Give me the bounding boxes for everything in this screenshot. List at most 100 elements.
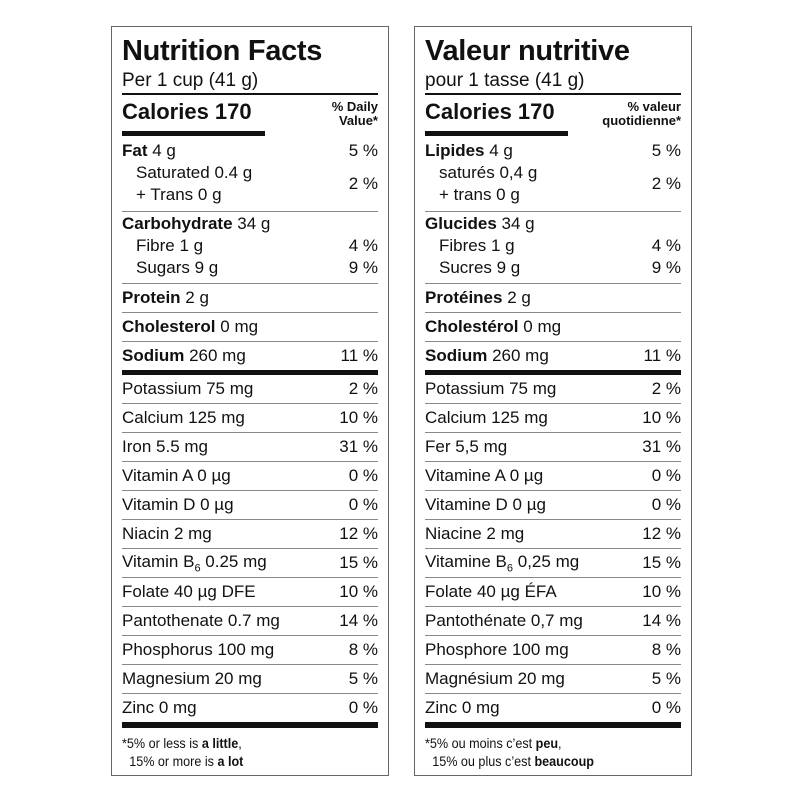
- nutrient-dv: 8 %: [348, 640, 378, 659]
- nutrient-dv: 2 %: [651, 379, 681, 398]
- fat-amount: 4 g: [489, 141, 513, 160]
- fat-label: Fat: [122, 141, 148, 160]
- nutrient-name: Vitamine A 0 µg: [425, 466, 544, 485]
- nutrient-row: Niacine 2 mg 12 %: [425, 520, 681, 549]
- footnote-text: 15% ou plus c’est: [432, 753, 535, 769]
- nutrient-subscript: 6: [194, 562, 201, 575]
- protein-row: Protein 2 g: [122, 284, 378, 313]
- nutrient-name: Vitamine D 0 µg: [425, 495, 546, 514]
- nutrient-row: Phosphorus 100 mg 8 %: [122, 636, 378, 665]
- sodium-label: Sodium: [122, 346, 185, 365]
- sodium-amount: 260 mg: [189, 346, 246, 365]
- fat-group: Lipides 4 g 5 % saturés 0,4 g + trans 0 g 2…: [425, 136, 681, 212]
- cholesterol-amount: 0 mg: [220, 317, 259, 336]
- sugars-dv: 9 %: [651, 258, 681, 277]
- sugars-dv: 9 %: [348, 258, 378, 277]
- nutrient-row: Vitamine B6 0,25 mg 15 %: [425, 549, 681, 578]
- daily-value-header-line: Value*: [338, 113, 378, 128]
- footnote-emphasis: a lot: [217, 753, 244, 769]
- nutrient-name: Vitamine B: [425, 551, 507, 571]
- fat-dv: 5 %: [348, 141, 378, 160]
- nutrient-name: Folate 40 µg ÉFA: [425, 582, 557, 601]
- thick-divider: [425, 722, 681, 728]
- protein-amount: 2 g: [507, 288, 531, 307]
- fat-row: Fat 4 g 5 %: [122, 140, 378, 162]
- nutrient-row: Calcium 125 mg 10 %: [122, 404, 378, 433]
- fibre-dv: 4 %: [348, 236, 378, 255]
- daily-value-header-line: % valeur: [627, 99, 681, 114]
- sugars-label: Sucres 9 g: [439, 258, 521, 277]
- carbohydrate-row: Carbohydrate 34 g: [122, 213, 378, 235]
- fibre-row: Fibre 1 g 4 %: [122, 235, 378, 257]
- footnote-text: *5% or less is: [122, 735, 202, 751]
- footnote-text: ,: [558, 735, 562, 751]
- nutrient-name: Vitamin D 0 µg: [122, 495, 234, 514]
- panel-title: Nutrition Facts: [122, 35, 323, 67]
- sodium-row: Sodium 260 mg 11 %: [425, 342, 681, 370]
- nutrient-amount: 0,25 mg: [513, 551, 580, 571]
- sodium-dv: 11 %: [643, 346, 682, 365]
- nutrient-name: Phosphore 100 mg: [425, 640, 569, 659]
- nutrient-dv: 5 %: [348, 669, 378, 688]
- nutrient-dv: 14 %: [339, 611, 378, 630]
- nutrient-dv: 0 %: [651, 698, 681, 717]
- nutrient-name: Zinc 0 mg: [425, 698, 500, 717]
- daily-value-header: % Daily Value*: [332, 100, 378, 128]
- nutrient-row: Folate 40 µg DFE 10 %: [122, 578, 378, 607]
- sugars-label: Sugars 9 g: [136, 258, 219, 277]
- nutrient-name: Zinc 0 mg: [122, 698, 197, 717]
- fibre-dv: 4 %: [651, 236, 681, 255]
- nutrient-dv: 15 %: [339, 553, 378, 572]
- daily-value-header-line: % Daily: [331, 99, 378, 114]
- nutrient-row: Vitamin A 0 µg 0 %: [122, 462, 378, 491]
- daily-value-header-line: quotidienne*: [602, 113, 681, 128]
- sodium-dv: 11 %: [340, 346, 379, 365]
- footnote-emphasis: peu: [535, 735, 559, 751]
- fat-dv: 5 %: [651, 141, 681, 160]
- nutrient-subscript: 6: [506, 562, 514, 575]
- nutrient-dv: 0 %: [348, 495, 378, 514]
- nutrient-name: Pantothenate 0.7 mg: [122, 611, 280, 630]
- carbohydrate-group: Glucides 34 g Fibres 1 g 4 % Sucres 9 g 9 …: [425, 212, 681, 284]
- fibre-label: Fibres 1 g: [439, 236, 515, 255]
- fat-row: Lipides 4 g 5 %: [425, 140, 681, 162]
- nutrient-dv: 31 %: [339, 437, 378, 456]
- nutrient-dv: 10 %: [339, 408, 378, 427]
- carbohydrate-group: Carbohydrate 34 g Fibre 1 g 4 % Sugars 9 …: [122, 212, 378, 284]
- footnote-text: *5% ou moins c’est: [425, 735, 536, 751]
- nutrient-row: Magnésium 20 mg 5 %: [425, 665, 681, 694]
- thick-divider: [425, 370, 681, 375]
- nutrient-dv: 10 %: [339, 582, 378, 601]
- thick-divider: [122, 370, 378, 375]
- nutrient-row: Fer 5,5 mg 31 %: [425, 433, 681, 462]
- nutrient-name: Magnesium 20 mg: [122, 669, 262, 688]
- footnote-emphasis: a little: [201, 735, 239, 751]
- fat-label: Lipides: [425, 141, 485, 160]
- daily-value-header: % valeur quotidienne*: [602, 100, 681, 128]
- saturated-trans-row: Saturated 0.4 g + Trans 0 g 2 %: [122, 162, 378, 206]
- cholesterol-row: Cholestérol 0 mg: [425, 313, 681, 342]
- carbohydrate-row: Glucides 34 g: [425, 213, 681, 235]
- nutrient-dv: 0 %: [651, 495, 681, 514]
- nutrient-dv: 0 %: [348, 698, 378, 717]
- nutrient-name: Phosphorus 100 mg: [122, 640, 275, 659]
- saturated-trans-dv: 2 %: [651, 174, 681, 193]
- nutrient-row: Iron 5.5 mg 31 %: [122, 433, 378, 462]
- nutrient-row: Potassium 75 mg 2 %: [122, 375, 378, 404]
- nutrient-row: Zinc 0 mg 0 %: [425, 694, 681, 722]
- nutrient-name: Vitamin A 0 µg: [122, 466, 231, 485]
- calories-underline: [122, 131, 265, 136]
- calories-underline: [425, 131, 568, 136]
- footnote: *5% ou moins c’est peu, 15% ou plus c’es…: [425, 728, 655, 770]
- nutrient-name: Calcium 125 mg: [122, 408, 245, 427]
- nutrient-row: Vitamin B6 0.25 mg 15 %: [122, 549, 378, 578]
- saturated-label: Saturated 0.4 g: [136, 163, 253, 182]
- nutrient-name: Folate 40 µg DFE: [122, 582, 256, 601]
- protein-row: Protéines 2 g: [425, 284, 681, 313]
- calories-section: Calories 170 % Daily Value*: [122, 95, 378, 131]
- footnote-emphasis: beaucoup: [534, 753, 594, 769]
- calories-label: Calories 170: [122, 99, 252, 124]
- nutrient-row: Potassium 75 mg 2 %: [425, 375, 681, 404]
- nutrient-name: Calcium 125 mg: [425, 408, 548, 427]
- nutrient-name: Potassium 75 mg: [122, 379, 254, 398]
